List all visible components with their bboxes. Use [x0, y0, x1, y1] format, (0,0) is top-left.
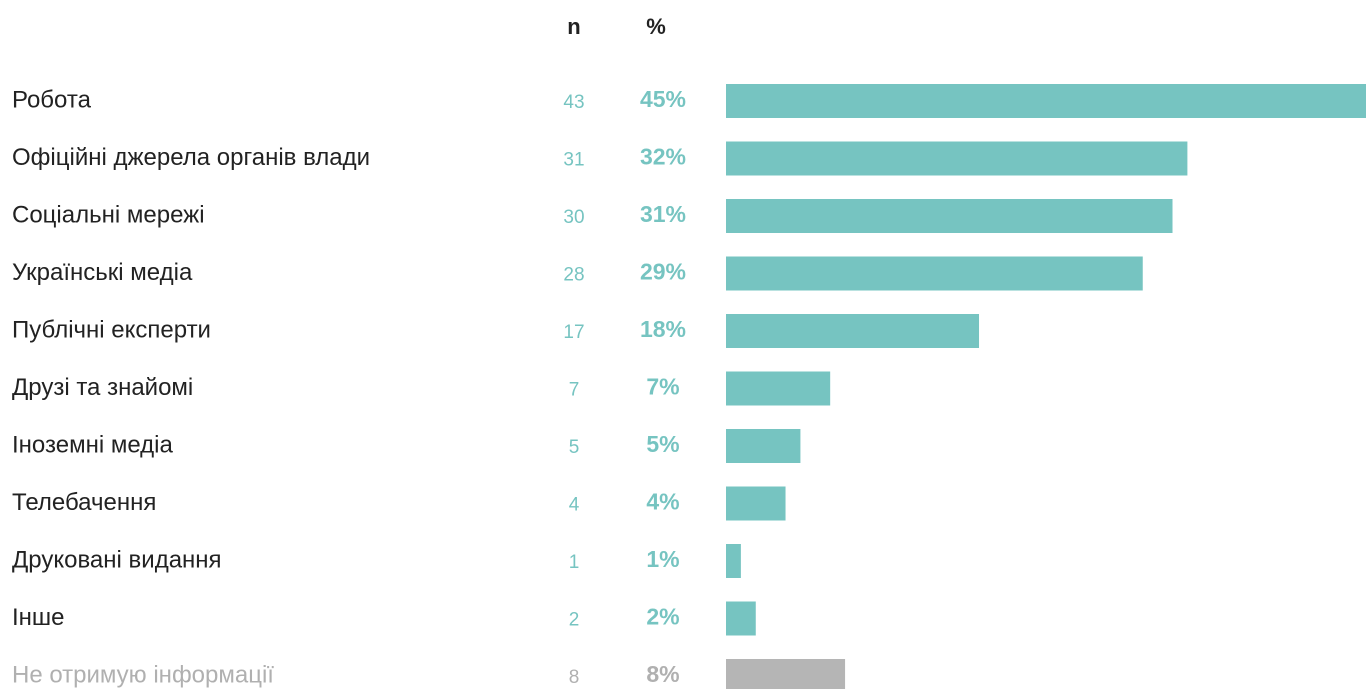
- bar: [726, 84, 1366, 118]
- n-value: 8: [569, 667, 580, 688]
- n-value: 43: [563, 92, 584, 113]
- category-label: Телебачення: [12, 489, 156, 516]
- n-value: 17: [563, 322, 584, 343]
- pct-value: 4%: [646, 489, 679, 515]
- bar: [726, 371, 831, 406]
- bar: [726, 314, 980, 348]
- pct-value: 31%: [640, 201, 686, 227]
- pct-value: 1%: [646, 546, 679, 572]
- n-value: 4: [569, 495, 580, 516]
- n-header: n: [567, 14, 580, 39]
- n-value: 31: [563, 150, 584, 171]
- category-label: Іноземні медіа: [12, 431, 173, 458]
- bar: [726, 256, 1143, 291]
- bar: [726, 601, 756, 636]
- category-label: Публічні експерти: [12, 316, 211, 343]
- category-label: Не отримую інформації: [12, 661, 274, 688]
- bar: [726, 199, 1173, 233]
- pct-value: 2%: [646, 604, 679, 630]
- n-value: 2: [569, 610, 580, 631]
- category-label: Офіційні джерела органів влади: [12, 144, 370, 171]
- category-label: Соціальні мережі: [12, 201, 205, 228]
- pct-value: 32%: [640, 144, 686, 170]
- n-value: 30: [563, 207, 584, 228]
- category-label: Друковані видання: [12, 546, 222, 573]
- pct-value: 8%: [646, 661, 679, 687]
- bar: [726, 659, 846, 689]
- pct-value: 45%: [640, 86, 686, 112]
- category-label: Інше: [12, 604, 65, 631]
- n-value: 1: [569, 552, 580, 573]
- pct-value: 29%: [640, 259, 686, 285]
- n-value: 5: [569, 437, 580, 458]
- bar: [726, 141, 1188, 176]
- pct-value: 18%: [640, 316, 686, 342]
- category-label: Робота: [12, 86, 92, 113]
- n-value: 28: [563, 265, 584, 286]
- pct-value: 5%: [646, 431, 679, 457]
- bar: [726, 544, 741, 578]
- pct-value: 7%: [646, 374, 679, 400]
- n-value: 7: [569, 380, 580, 401]
- category-label: Друзі та знайомі: [12, 374, 193, 401]
- category-label: Українські медіа: [12, 259, 193, 286]
- pct-header: %: [646, 14, 666, 39]
- bar: [726, 429, 801, 463]
- bar: [726, 486, 786, 521]
